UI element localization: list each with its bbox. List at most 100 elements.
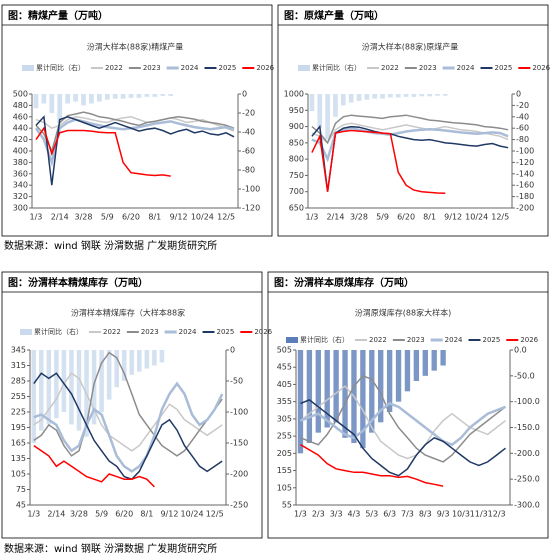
bar	[419, 94, 425, 97]
bar	[325, 94, 330, 140]
y-tick-label: 305	[277, 414, 292, 423]
y2-tick-label: -250	[230, 501, 248, 510]
y2-tick-label: 0	[230, 346, 235, 355]
y-tick-label: 405	[277, 380, 292, 389]
legend-label: 2022	[381, 64, 399, 72]
legend-label: 2023	[141, 328, 159, 336]
line	[300, 374, 506, 463]
y2-tick-label: -80	[242, 166, 255, 175]
x-tick-label: 10/24	[181, 510, 204, 519]
bar	[159, 350, 165, 363]
y2-tick-label: -60	[242, 147, 255, 156]
bar	[76, 350, 82, 431]
line	[34, 118, 235, 167]
legend-swatch	[298, 65, 310, 71]
bar	[89, 94, 94, 104]
x-tick-label: 2/14	[326, 213, 344, 222]
y2-tick-label: -160	[516, 181, 534, 190]
line	[33, 444, 155, 488]
y-tick-label: 355	[277, 397, 292, 406]
y-tick-label: 1000	[284, 90, 304, 99]
legend-label: 2025	[494, 64, 512, 72]
bar	[386, 350, 393, 412]
chart-title: 汾渭大样本(88家)精煤产量	[87, 42, 183, 52]
y-tick-label: 285	[11, 377, 26, 386]
y-tick-label: 55	[282, 501, 292, 510]
bar	[356, 94, 362, 101]
bar	[99, 350, 104, 412]
bar	[81, 94, 86, 106]
x-tick-label: 7/3	[401, 510, 414, 519]
legend-label: 累计同比（右）	[34, 327, 83, 336]
y2-tick-label: 0	[516, 90, 521, 99]
y-tick-label: 650	[289, 204, 304, 213]
bar	[431, 350, 437, 371]
y2-tick-label: -200	[516, 204, 534, 213]
bar	[333, 350, 339, 423]
x-tick-label: 12/5	[491, 213, 509, 222]
bar	[144, 350, 150, 369]
line	[311, 124, 509, 192]
x-tick-label: 8/1	[423, 213, 436, 222]
y-tick-label: 105	[277, 483, 292, 492]
bar	[61, 350, 67, 412]
bar	[360, 350, 366, 449]
bar	[121, 350, 127, 381]
x-tick-label: 12/5	[217, 213, 235, 222]
bar	[152, 350, 157, 366]
bar	[129, 350, 135, 375]
panel	[1, 271, 263, 539]
legend-label: 2022	[105, 64, 123, 72]
y2-tick-label: -50.0	[514, 371, 535, 380]
bar	[104, 94, 110, 100]
legend-label: 2024	[457, 64, 475, 72]
bar	[69, 350, 74, 425]
bar	[128, 94, 134, 98]
x-tick-label: 6/3	[383, 510, 396, 519]
x-tick-label: 6/20	[397, 213, 415, 222]
x-tick-label: 1/3	[305, 213, 318, 222]
bar	[333, 94, 338, 117]
line	[311, 114, 509, 145]
x-tick-label: 4/3	[348, 510, 361, 519]
y2-tick-label: -200.0	[514, 449, 540, 458]
y-tick-label: 205	[277, 449, 292, 458]
bar	[380, 94, 385, 99]
x-tick-label: 1/3	[294, 510, 307, 519]
y2-tick-label: -20	[516, 101, 529, 110]
x-tick-label: 11/3	[470, 510, 488, 519]
x-tick-label: 9/12	[160, 510, 178, 519]
panel-heading: 图：汾渭样本精煤库存（万吨）	[8, 276, 148, 289]
legend-label: 2026	[256, 64, 274, 72]
y2-tick-label: -150.0	[514, 423, 540, 432]
y-tick-label: 440	[13, 124, 28, 133]
y-tick-label: 105	[11, 470, 26, 479]
chart-title: 汾渭样本精煤库存（大样本88家	[71, 308, 185, 318]
y2-tick-label: 0	[242, 90, 247, 99]
y-tick-label: 900	[289, 122, 304, 131]
bar	[137, 350, 142, 372]
legend-label: 2024	[181, 64, 199, 72]
legend-label: 2024	[445, 336, 463, 344]
panel-heading: 图：精煤产量（万吨）	[8, 9, 108, 22]
panel	[1, 4, 273, 237]
bar	[411, 94, 417, 97]
y2-tick-label: -80	[516, 135, 529, 144]
bar	[65, 94, 71, 104]
y2-tick-label: 0.0	[514, 346, 527, 355]
bar	[297, 350, 304, 454]
panel-heading: 图：汾渭样本原煤库存（万吨）	[274, 276, 414, 289]
line	[35, 116, 235, 132]
bar	[57, 94, 63, 123]
x-tick-label: 2/14	[47, 510, 65, 519]
bar	[317, 94, 323, 129]
line	[35, 126, 171, 177]
panel-heading: 图：原煤产量（万吨）	[284, 9, 384, 22]
y-tick-label: 315	[11, 361, 26, 370]
legend-label: 累计同比（右）	[300, 335, 349, 344]
legend-label: 2024	[179, 328, 197, 336]
y-tick-label: 455	[277, 363, 292, 372]
x-tick-label: 5/9	[95, 510, 108, 519]
bar	[427, 94, 432, 97]
line	[35, 111, 235, 154]
